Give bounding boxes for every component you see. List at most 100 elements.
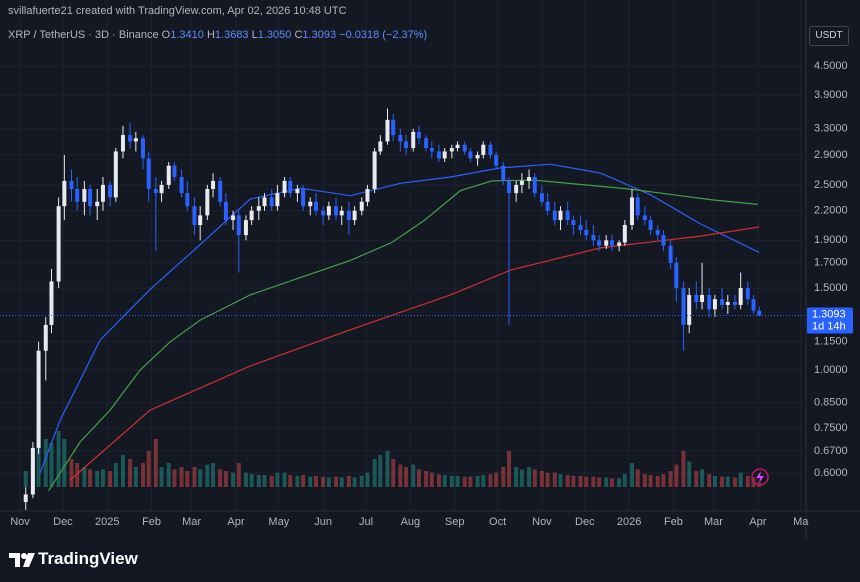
moving-average xyxy=(48,179,758,492)
volume-bar xyxy=(687,461,692,487)
candle-body xyxy=(700,294,705,303)
alert-icon[interactable] xyxy=(751,468,769,486)
volume-bar xyxy=(591,476,596,487)
volume-bar xyxy=(597,477,602,487)
candle-body xyxy=(416,131,421,139)
volume-bar xyxy=(231,472,236,487)
candle-body xyxy=(720,299,725,305)
ohlc-key: H xyxy=(206,29,215,41)
candle-body xyxy=(604,240,609,246)
candle-body xyxy=(584,229,589,236)
volume-bar xyxy=(218,469,223,487)
candle-body xyxy=(120,135,125,152)
candle-body xyxy=(295,188,300,194)
currency-button[interactable]: USDT xyxy=(809,26,849,46)
credit: svillafuerte21 created with TradingView.… xyxy=(8,5,347,17)
candle-body xyxy=(442,151,447,159)
volume-bar xyxy=(481,475,486,487)
candle-body xyxy=(205,188,210,216)
candle-body xyxy=(617,242,622,246)
volume-bar xyxy=(442,475,447,487)
candle-body xyxy=(488,144,493,155)
candle-body xyxy=(629,197,634,225)
candle-body xyxy=(514,184,519,194)
x-tick-label: 2026 xyxy=(617,516,641,528)
y-tick-label: 0.6000 xyxy=(814,467,848,479)
candle-body xyxy=(571,220,576,225)
volume-bar xyxy=(223,471,228,487)
volume-bar xyxy=(133,467,138,487)
x-tick-label: Apr xyxy=(749,516,766,528)
volume-bar xyxy=(642,474,647,487)
ohlc-value: 1.3410 xyxy=(170,29,204,41)
x-tick-label: Nov xyxy=(532,516,552,528)
candle-body xyxy=(113,151,118,198)
chart: 4.5000 3.9000 3.3000 2.9000 2.5000 2.2000 1.90… xyxy=(0,0,860,540)
volume-bar xyxy=(725,476,730,487)
volume-bar xyxy=(700,469,705,487)
candle-body xyxy=(140,138,145,159)
volume-bar xyxy=(720,476,725,487)
candle-body xyxy=(372,151,377,189)
candle-body xyxy=(23,494,28,503)
candle-body xyxy=(545,201,550,211)
last-price-label: 1.3093 xyxy=(812,308,846,320)
x-tick-label: Mar xyxy=(704,516,723,528)
volume-bar xyxy=(738,472,743,487)
volume-bar xyxy=(468,476,473,487)
candle-body xyxy=(694,294,699,303)
candle-body xyxy=(166,165,171,185)
candle-body xyxy=(365,188,370,202)
volume-bar xyxy=(519,469,524,487)
y-tick-label: 3.9000 xyxy=(814,89,848,101)
candle-body xyxy=(655,229,660,236)
volume-bar xyxy=(108,471,113,487)
candle-body xyxy=(404,141,409,149)
volume-bar xyxy=(62,439,67,487)
candle-body xyxy=(185,193,190,207)
volume-bar xyxy=(622,474,627,487)
candle-body xyxy=(398,135,403,142)
y-tick-label: 0.8500 xyxy=(814,397,848,409)
candle-body xyxy=(30,447,35,495)
volume-bar xyxy=(269,475,274,487)
brand: TradingView xyxy=(38,549,138,568)
candle-body xyxy=(539,193,544,202)
volume-bar xyxy=(146,451,151,487)
volume-bar xyxy=(43,439,48,487)
x-tick-label: Feb xyxy=(664,516,683,528)
volume-bar xyxy=(282,472,287,487)
candle-body xyxy=(475,154,480,159)
candle-body xyxy=(218,180,223,202)
volume-bar xyxy=(120,455,125,487)
y-tick-label: 1.9000 xyxy=(814,234,848,246)
volume-bar xyxy=(455,475,460,487)
volume-bar xyxy=(256,475,261,487)
candle-body xyxy=(43,324,48,351)
volume-bar xyxy=(661,474,666,487)
candle-body xyxy=(751,299,756,311)
candle-body xyxy=(256,206,261,211)
volume-bar xyxy=(416,469,421,487)
candle-body xyxy=(82,188,87,202)
candle-body xyxy=(346,210,351,221)
candle-body xyxy=(88,188,93,207)
volume-bar xyxy=(339,477,344,487)
volume-bar xyxy=(584,476,589,487)
candle-body xyxy=(211,180,216,189)
candle-body xyxy=(192,206,197,225)
volume-bar xyxy=(275,472,280,487)
candle-body xyxy=(648,220,653,230)
volume-bar xyxy=(49,443,54,487)
volume-bar xyxy=(558,474,563,487)
volume-bar xyxy=(185,471,190,487)
volume-bar xyxy=(326,477,331,487)
volume-bar xyxy=(385,451,390,487)
candle-body xyxy=(578,224,583,230)
volume-bar xyxy=(712,475,717,487)
volume-bar xyxy=(88,469,93,487)
candle-body xyxy=(597,240,602,246)
x-tick-label: Dec xyxy=(53,516,73,528)
candle-body xyxy=(391,119,396,136)
volume-bar xyxy=(198,469,203,487)
